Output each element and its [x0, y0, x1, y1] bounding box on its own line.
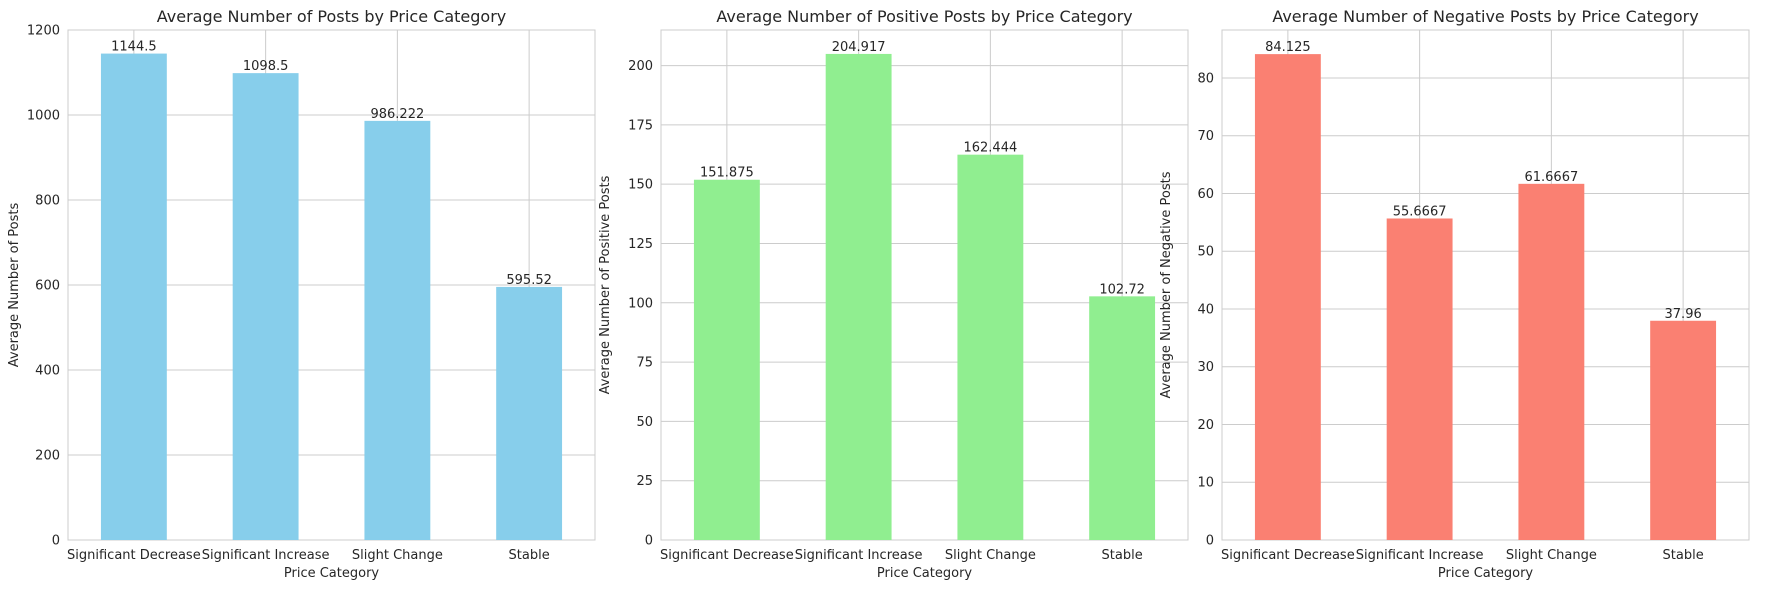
y-tick-label: 80 [1197, 71, 1214, 86]
bar-value-label: 1144.5 [111, 40, 157, 55]
y-tick-label: 60 [1197, 187, 1214, 202]
y-tick-label: 25 [636, 474, 653, 489]
y-tick-label: 0 [52, 534, 60, 549]
y-tick-label: 1000 [27, 109, 60, 124]
bar-value-label: 595.52 [506, 273, 552, 288]
y-tick-label: 50 [636, 415, 653, 430]
bar [1386, 218, 1453, 541]
x-tick-label: Significant Decrease [660, 548, 794, 563]
y-axis-label: Average Number of Positive Posts [598, 175, 613, 394]
bar-value-label: 162.444 [963, 141, 1017, 156]
x-tick-label: Stable [509, 548, 550, 563]
bar [232, 73, 299, 540]
x-tick-label: Slight Change [945, 548, 1036, 563]
axes-frame [660, 29, 1189, 541]
y-tick-label: 75 [636, 356, 653, 371]
chart-panel-posts: 0 200 400 600 800 1000 1200 1144.5 1098.5 986.222… [7, 7, 596, 581]
y-tick-label: 200 [35, 449, 60, 464]
y-tick-label: 50 [1197, 245, 1214, 260]
y-axis-label: Average Number of Negative Posts [1159, 171, 1174, 398]
y-tick-label: 150 [628, 178, 653, 193]
y-tick-label: 10 [1197, 476, 1214, 491]
bar-value-label: 1098.5 [243, 59, 289, 74]
bar [100, 53, 167, 541]
chart-panel-positive-posts: 0 25 50 75 100 125 150 175 200 151.875 204.917 162.… [598, 7, 1189, 581]
bar-value-label: 55.6667 [1393, 204, 1447, 219]
axes-frame [67, 29, 596, 541]
y-tick-label: 1200 [27, 24, 60, 39]
bar [957, 154, 1024, 540]
bar [364, 120, 431, 540]
y-tick-label: 40 [1197, 302, 1214, 317]
y-tick-label: 200 [628, 59, 653, 74]
bar-value-label: 37.96 [1665, 307, 1702, 322]
bar [496, 286, 563, 540]
bar-value-label: 986.222 [370, 107, 424, 122]
x-tick-label: Significant Increase [1356, 548, 1484, 563]
x-axis-label: Price Category [877, 566, 973, 581]
y-tick-label: 100 [628, 296, 653, 311]
x-tick-label: Significant Increase [795, 548, 923, 563]
chart-title: Average Number of Positive Posts by Pric… [716, 7, 1132, 26]
y-tick-label: 400 [35, 364, 60, 379]
axes-frame [1221, 29, 1750, 541]
y-tick-label: 70 [1197, 129, 1214, 144]
y-tick-label: 30 [1197, 360, 1214, 375]
chart-title: Average Number of Negative Posts by Pric… [1272, 7, 1698, 26]
x-tick-label: Significant Decrease [1221, 548, 1355, 563]
y-tick-label: 125 [628, 237, 653, 252]
y-tick-label: 600 [35, 279, 60, 294]
chart-panel-negative-posts: 0 10 20 30 40 50 60 70 80 84.125 55.6667 61.6667 37.… [1159, 7, 1750, 581]
bar [693, 179, 760, 540]
x-tick-label: Significant Decrease [67, 548, 201, 563]
bar [1089, 296, 1156, 540]
x-tick-label: Significant Increase [202, 548, 330, 563]
y-tick-label: 0 [1206, 534, 1214, 549]
y-tick-label: 0 [645, 534, 653, 549]
bar-value-label: 84.125 [1265, 40, 1311, 55]
bar [1650, 320, 1717, 540]
bar-value-label: 61.6667 [1524, 170, 1578, 185]
x-tick-label: Stable [1102, 548, 1143, 563]
x-axis-label: Price Category [284, 566, 380, 581]
x-tick-label: Slight Change [352, 548, 443, 563]
bar-value-label: 151.875 [700, 166, 754, 181]
y-tick-label: 800 [35, 194, 60, 209]
y-tick-label: 20 [1197, 418, 1214, 433]
bar [825, 53, 892, 540]
bar-value-label: 204.917 [832, 40, 886, 55]
y-axis-label: Average Number of Posts [7, 203, 22, 368]
bar [1254, 54, 1321, 540]
x-tick-label: Slight Change [1506, 548, 1597, 563]
bar-value-label: 102.72 [1099, 282, 1145, 297]
bar [1518, 183, 1585, 540]
y-tick-label: 175 [628, 118, 653, 133]
x-tick-label: Stable [1663, 548, 1704, 563]
chart-title: Average Number of Posts by Price Categor… [157, 7, 506, 26]
x-axis-label: Price Category [1438, 566, 1534, 581]
